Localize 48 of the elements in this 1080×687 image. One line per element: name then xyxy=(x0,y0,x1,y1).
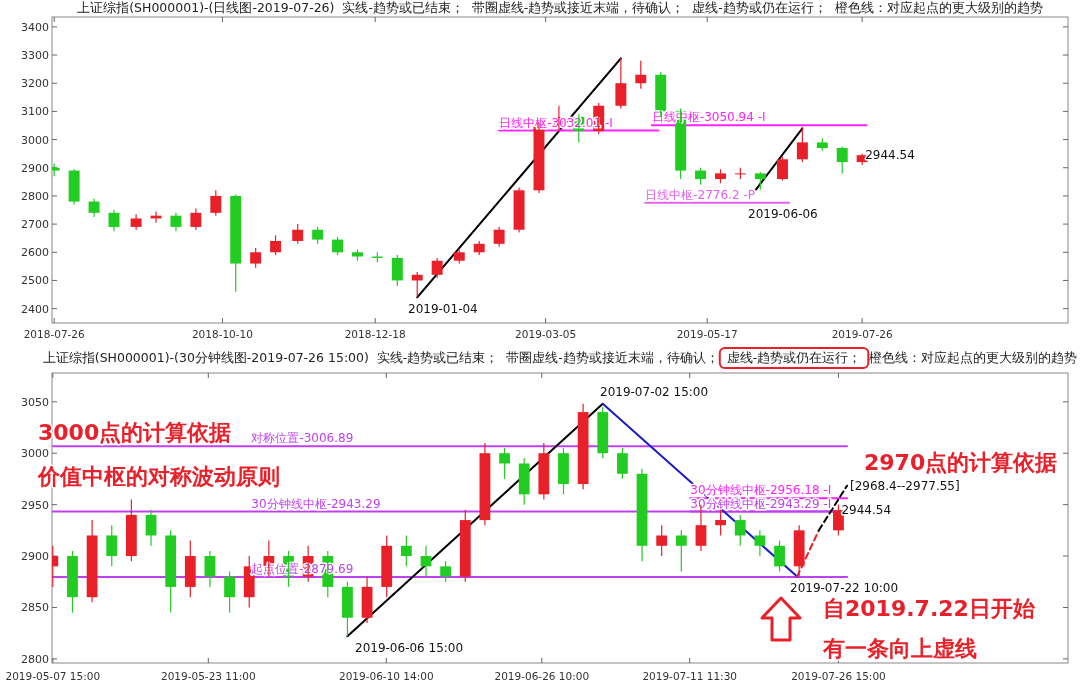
x-tick-label: 2019-07-26 15:00 xyxy=(791,670,886,682)
series-label: 对称位置-3006.89 xyxy=(251,431,354,446)
x-tick-label: 2019-03-05 xyxy=(515,328,577,340)
annotation: 2019-06-06 xyxy=(748,207,818,221)
annotation: 2019-01-04 xyxy=(408,302,478,316)
chart-title: 上证综指(SH000001)-(30分钟线图-2019-07-26 15:00) 实线-趋势或已结束； 带圈虚线-趋势或接近末端，待确认； 虚线-趋势或仍在运行； 橙色线：对应起点的更大级别的趋势 xyxy=(42,350,1078,365)
annotation: 2019-07-22 10:00 xyxy=(790,581,899,595)
y-tick-label: 3000 xyxy=(21,447,49,461)
series-label: 30分钟线中枢-2943.29 xyxy=(251,496,381,511)
series-label: 日线中枢-3032.01 -I xyxy=(499,115,613,130)
y-tick-label: 2500 xyxy=(21,274,49,288)
y-tick-label: 3000 xyxy=(21,133,49,147)
y-tick-label: 2700 xyxy=(21,218,49,232)
x-tick-label: 2018-12-18 xyxy=(344,328,406,340)
chart-title: 上证综指(SH000001)-(日线图-2019-07-26) 实线-趋势或已结束； 带圈虚线-趋势或接近末端，待确认； 虚线-趋势或仍在运行； 橙色线：对应起点的更大级别的趋势 xyxy=(77,0,1043,15)
x-tick-label: 2019-07-26 xyxy=(831,328,893,340)
y-tick-label: 3050 xyxy=(21,395,49,409)
x-tick-label: 2018-07-26 xyxy=(23,328,86,340)
y-tick-label: 3200 xyxy=(21,77,49,91)
annotation: 2944.54 xyxy=(841,503,892,518)
x-tick-label: 2018-10-10 xyxy=(191,328,253,340)
y-tick-label: 2800 xyxy=(21,189,49,203)
y-tick-label: 2850 xyxy=(21,601,49,615)
y-tick-label: 2600 xyxy=(21,246,49,260)
y-tick-label: 3100 xyxy=(21,105,49,119)
annotation: 3000点的计算依据 xyxy=(38,420,232,445)
annotation: 2970点的计算依据 xyxy=(864,450,1058,475)
y-tick-label: 2400 xyxy=(21,302,49,316)
annotation: [2968.4--2977.55] xyxy=(850,478,960,493)
x-tick-label: 2019-05-23 11:00 xyxy=(161,670,256,682)
y-tick-label: 2900 xyxy=(21,161,49,175)
annotation: 自2019.7.22日开始 xyxy=(823,596,1035,621)
annotation: 2019-06-06 15:00 xyxy=(355,641,464,655)
annotation: 2019-07-02 15:00 xyxy=(600,385,709,399)
annotation: 2944.54 xyxy=(865,148,915,163)
y-tick-label: 3300 xyxy=(21,49,49,63)
annotation: 有一条向上虚线 xyxy=(822,636,977,661)
y-tick-label: 3400 xyxy=(21,20,49,34)
x-tick-label: 2019-07-11 11:30 xyxy=(642,670,738,682)
annotation: 价值中枢的对称波动原则 xyxy=(37,464,280,489)
y-tick-label: 2900 xyxy=(21,550,49,564)
y-tick-label: 2800 xyxy=(21,652,49,666)
y-tick-label: 2950 xyxy=(21,498,49,512)
x-tick-label: 2019-05-17 xyxy=(676,328,738,340)
series-label: 日线中枢-2776.2 -P xyxy=(645,187,755,202)
x-tick-label: 2019-05-07 15:00 xyxy=(5,670,101,682)
x-tick-label: 2019-06-10 14:00 xyxy=(338,670,434,682)
x-tick-label: 2019-06-26 10:00 xyxy=(494,670,590,682)
